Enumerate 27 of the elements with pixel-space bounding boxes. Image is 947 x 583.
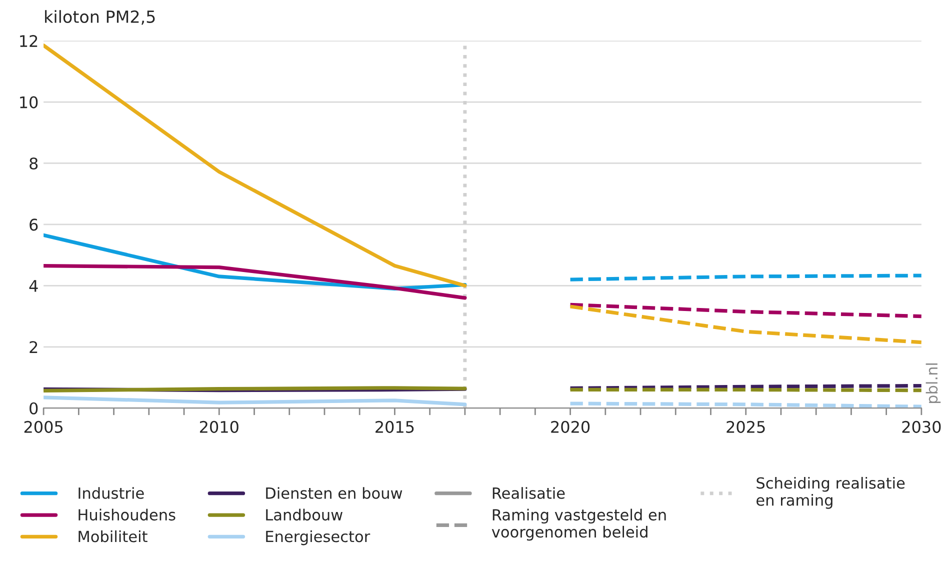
y-tick-label: 6 [30, 218, 38, 231]
x-tick-label: 2020 [551, 420, 590, 433]
y-tick-label: 8 [30, 157, 38, 170]
line-series [44, 264, 467, 300]
legend-label: Huishoudens [78, 508, 176, 521]
legend-label: Diensten en bouw [266, 487, 402, 499]
x-tick-label: 2010 [200, 420, 238, 433]
legend-label: Scheiding realisatie en raming [756, 476, 905, 509]
x-tick-label: 2030 [902, 420, 941, 433]
line-series [44, 44, 467, 288]
x-tick-label: 2005 [24, 420, 62, 433]
y-axis-title: kiloton PM2,5 [45, 10, 155, 25]
x-tick-label: 2025 [726, 420, 765, 433]
y-tick-label: 2 [30, 341, 38, 353]
legend-label: Industrie [78, 487, 144, 499]
line-series [44, 396, 467, 406]
text: pbl.nl [926, 363, 941, 404]
y-tick-label: 4 [29, 280, 38, 292]
legend-label: Landbouw [266, 508, 342, 521]
legend-label: Energiesector [266, 530, 370, 546]
legend-label: Realisatie [492, 487, 565, 499]
legend-label: Mobiliteit [78, 530, 148, 542]
y-tick-label: 10 [20, 96, 38, 108]
x-tick-label: 2015 [376, 420, 414, 433]
legend-label: Raming vastgesteld en voorgenomen beleid [492, 508, 666, 541]
y-tick-label: 12 [20, 35, 38, 47]
y-tick-label: 0 [30, 402, 38, 414]
